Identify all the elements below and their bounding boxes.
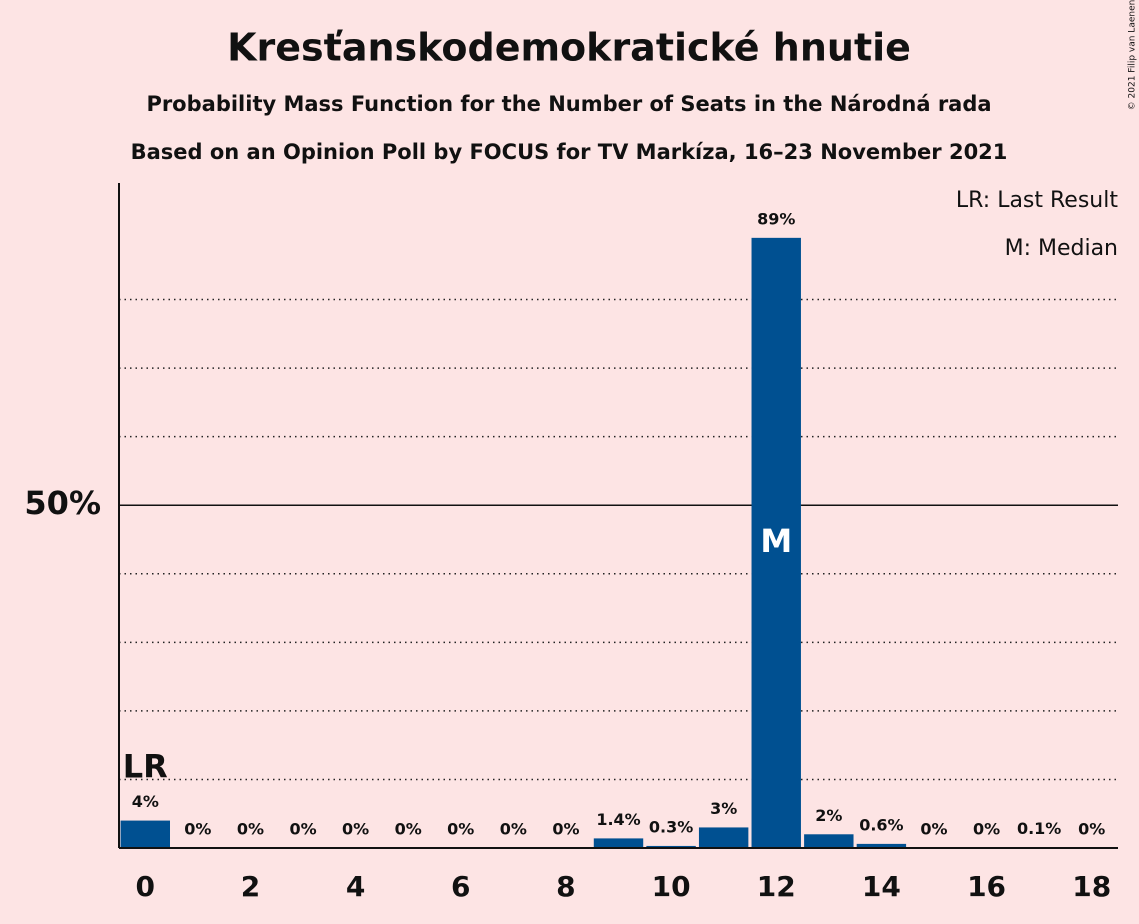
value-label: 0% (1078, 820, 1105, 839)
value-label: 0% (920, 820, 947, 839)
x-tick-label: 10 (652, 870, 691, 903)
value-label: 0.1% (1017, 819, 1061, 838)
value-label: 0.3% (649, 817, 693, 836)
y-tick-label: 50% (24, 484, 101, 522)
value-label: 0% (395, 820, 422, 839)
x-tick-label: 12 (757, 870, 796, 903)
bar (698, 827, 749, 848)
value-label: 0% (184, 820, 211, 839)
annotation: LR (123, 748, 168, 786)
value-label: 2% (815, 806, 842, 825)
value-label: 0% (342, 820, 369, 839)
x-tick-label: 14 (862, 870, 901, 903)
x-tick-label: 0 (136, 870, 155, 903)
bar (120, 820, 171, 848)
bar (751, 237, 801, 849)
value-label: 0% (237, 820, 264, 839)
bar (804, 834, 854, 848)
value-label: 89% (757, 209, 795, 228)
bar (593, 838, 644, 848)
value-label: 0% (447, 820, 474, 839)
legend-entry: LR: Last Result (956, 188, 1118, 213)
x-tick-label: 6 (451, 870, 470, 903)
x-tick-label: 4 (346, 870, 365, 903)
value-label: 0% (973, 820, 1000, 839)
value-label: 0% (289, 820, 316, 839)
x-tick-label: 8 (556, 870, 575, 903)
x-tick-label: 18 (1072, 870, 1111, 903)
chart-title: Kresťanskodemokratické hnutie (227, 26, 911, 70)
value-label: 3% (710, 799, 737, 818)
x-tick-label: 2 (241, 870, 260, 903)
x-tick-label: 16 (967, 870, 1006, 903)
value-label: 0% (552, 820, 579, 839)
credit: © 2021 Filip van Laenen (1128, 0, 1138, 110)
chart-subtitle: Probability Mass Function for the Number… (146, 92, 991, 116)
bar (856, 843, 907, 848)
bar (646, 845, 696, 848)
value-label: 0% (500, 820, 527, 839)
annotation: M (760, 522, 792, 560)
value-label: 0.6% (859, 815, 903, 834)
value-label: 1.4% (596, 810, 640, 829)
chart-subtitle: Based on an Opinion Poll by FOCUS for TV… (131, 140, 1008, 164)
legend-entry: M: Median (1005, 236, 1118, 261)
value-label: 4% (132, 792, 159, 811)
